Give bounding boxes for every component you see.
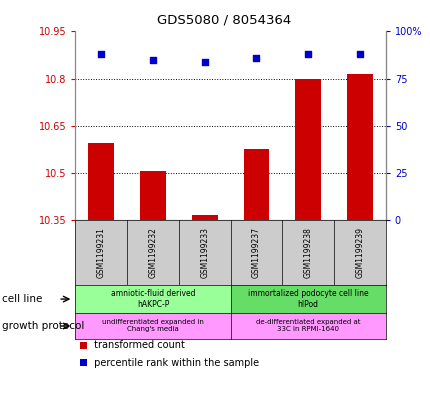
Bar bbox=[140, 171, 166, 220]
Bar bbox=[88, 143, 114, 220]
Text: GSM1199238: GSM1199238 bbox=[303, 227, 312, 278]
Point bbox=[149, 57, 156, 63]
Point bbox=[304, 51, 311, 57]
Text: undifferentiated expanded in
Chang's media: undifferentiated expanded in Chang's med… bbox=[102, 320, 203, 332]
Text: GSM1199232: GSM1199232 bbox=[148, 227, 157, 278]
Bar bbox=[243, 149, 269, 220]
Point bbox=[98, 51, 104, 57]
Bar bbox=[295, 79, 320, 220]
Text: cell line: cell line bbox=[2, 294, 43, 304]
Text: percentile rank within the sample: percentile rank within the sample bbox=[90, 358, 258, 368]
Bar bbox=[346, 74, 372, 220]
Bar bbox=[191, 215, 217, 220]
Text: growth protocol: growth protocol bbox=[2, 321, 84, 331]
Text: GSM1199239: GSM1199239 bbox=[355, 227, 363, 278]
Text: de-differentiated expanded at
33C in RPMI-1640: de-differentiated expanded at 33C in RPM… bbox=[255, 320, 359, 332]
Point bbox=[356, 51, 362, 57]
Text: GSM1199233: GSM1199233 bbox=[200, 227, 209, 278]
Text: transformed count: transformed count bbox=[90, 340, 184, 350]
Text: GDS5080 / 8054364: GDS5080 / 8054364 bbox=[157, 14, 291, 27]
Text: GSM1199231: GSM1199231 bbox=[97, 227, 105, 278]
Text: immortalized podocyte cell line
hIPod: immortalized podocyte cell line hIPod bbox=[247, 289, 368, 309]
Point bbox=[201, 59, 208, 65]
Text: amniotic-fluid derived
hAKPC-P: amniotic-fluid derived hAKPC-P bbox=[111, 289, 195, 309]
Point bbox=[252, 55, 259, 61]
Text: GSM1199237: GSM1199237 bbox=[252, 227, 260, 278]
